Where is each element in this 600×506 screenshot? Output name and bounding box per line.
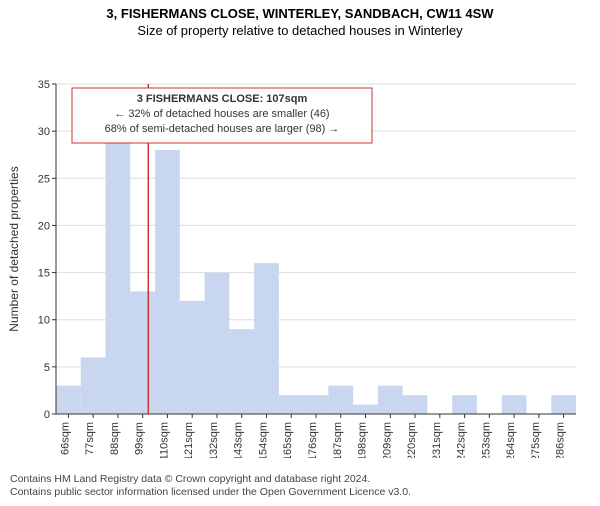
x-tick-label: 110sqm (158, 422, 170, 458)
x-tick-label: 99sqm (134, 422, 146, 455)
histogram-bar (279, 395, 304, 414)
y-tick-label: 0 (44, 409, 50, 421)
histogram-bar (403, 395, 428, 414)
histogram-bar (254, 263, 279, 414)
histogram-chart: 0 5 10 15 20 25 30 35 66sqm 77sqm 88sqm 99sqm 110sqm… (0, 38, 600, 458)
x-tick-label: 176sqm (307, 422, 319, 458)
histogram-bar (56, 386, 81, 414)
x-tick-label: 253sqm (480, 422, 492, 458)
histogram-bar (378, 386, 403, 414)
callout-line: 68% of semi-detached houses are larger (… (105, 123, 340, 135)
histogram-bar (155, 150, 180, 414)
x-tick-label: 275sqm (530, 422, 542, 458)
y-tick-label: 5 (44, 362, 50, 374)
x-tick-label: 77sqm (84, 422, 96, 455)
histogram-bar (180, 301, 205, 414)
title-block: 3, FISHERMANS CLOSE, WINTERLEY, SANDBACH… (0, 6, 600, 38)
callout-line: 3 FISHERMANS CLOSE: 107sqm (137, 93, 308, 105)
x-tick-label: 242sqm (456, 422, 468, 458)
title-address: 3, FISHERMANS CLOSE, WINTERLEY, SANDBACH… (0, 6, 600, 21)
title-subtitle: Size of property relative to detached ho… (0, 23, 600, 38)
x-tick-label: 165sqm (282, 422, 294, 458)
y-tick-label: 20 (38, 220, 50, 232)
y-tick-label: 10 (38, 315, 50, 327)
histogram-bar (551, 395, 576, 414)
x-tick-label: 88sqm (109, 422, 121, 455)
y-tick-label: 25 (38, 173, 50, 185)
x-tick-label: 143sqm (233, 422, 245, 458)
histogram-bar (106, 122, 131, 414)
histogram-bar (229, 329, 254, 414)
callout-line: ← 32% of detached houses are smaller (46… (114, 108, 329, 120)
histogram-bar (130, 291, 155, 414)
histogram-bar (502, 395, 527, 414)
histogram-bar (304, 395, 329, 414)
x-tick-label: 286sqm (555, 422, 567, 458)
footer-line-2: Contains public sector information licen… (10, 486, 590, 500)
y-tick-label: 30 (38, 126, 50, 138)
y-tick-label: 35 (38, 79, 50, 91)
x-tick-label: 154sqm (257, 422, 269, 458)
x-tick-label: 231sqm (431, 422, 443, 458)
x-tick-label: 66sqm (59, 422, 71, 455)
histogram-bar (205, 273, 230, 414)
x-tick-label: 187sqm (332, 422, 344, 458)
x-tick-label: 132sqm (208, 422, 220, 458)
x-tick-label: 264sqm (505, 422, 517, 458)
footer-line-1: Contains HM Land Registry data © Crown c… (10, 473, 590, 487)
chart-area: 0 5 10 15 20 25 30 35 66sqm 77sqm 88sqm 99sqm 110sqm… (0, 38, 600, 458)
x-tick-label: 209sqm (381, 422, 393, 458)
histogram-bar (81, 357, 106, 414)
y-tick-label: 15 (38, 268, 50, 280)
histogram-bar (328, 386, 353, 414)
footer: Contains HM Land Registry data © Crown c… (10, 473, 590, 500)
x-tick-label: 220sqm (406, 422, 418, 458)
x-tick-label: 121sqm (183, 422, 195, 458)
x-tick-label: 198sqm (357, 422, 369, 458)
histogram-bar (452, 395, 477, 414)
y-axis-label: Number of detached properties (7, 166, 21, 331)
histogram-bar (353, 405, 378, 414)
